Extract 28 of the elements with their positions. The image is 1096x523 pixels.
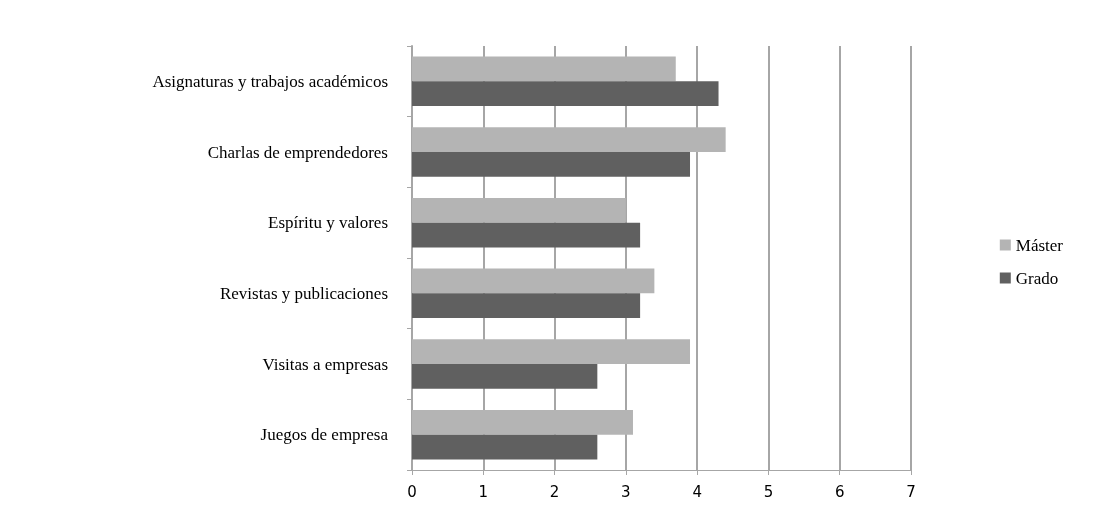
bar — [412, 197, 626, 223]
bar — [412, 409, 633, 435]
legend-label: Máster — [1015, 235, 1064, 255]
x-tick-label: 5 — [763, 482, 774, 501]
y-tick-label: Revistas y publicaciones — [219, 283, 388, 303]
x-tick-label: 4 — [692, 482, 702, 501]
legend-label: Grado — [1015, 268, 1059, 288]
bar — [412, 364, 598, 389]
y-tick-label: Juegos de empresa — [260, 425, 389, 445]
x-tick-label: 2 — [549, 482, 560, 501]
bar — [412, 127, 726, 152]
bar — [412, 81, 719, 107]
bar — [412, 268, 655, 294]
bar — [412, 293, 641, 319]
x-tick-label: 7 — [906, 482, 916, 501]
x-tick-label: 1 — [478, 482, 489, 501]
bar — [412, 222, 641, 248]
y-tick-label: Visitas a empresas — [262, 354, 388, 374]
y-tick-label: Asignaturas y trabajos académicos — [152, 71, 388, 91]
bar — [412, 56, 676, 82]
bar — [412, 152, 691, 177]
y-tick-label: Espíritu y valores — [268, 213, 388, 233]
x-tick-label: 6 — [834, 482, 845, 501]
y-tick-label: Charlas de emprendedores — [207, 142, 388, 162]
bar — [412, 434, 598, 460]
bar — [412, 339, 691, 364]
x-tick-label: 3 — [621, 482, 631, 501]
x-tick-label: 0 — [407, 482, 417, 501]
